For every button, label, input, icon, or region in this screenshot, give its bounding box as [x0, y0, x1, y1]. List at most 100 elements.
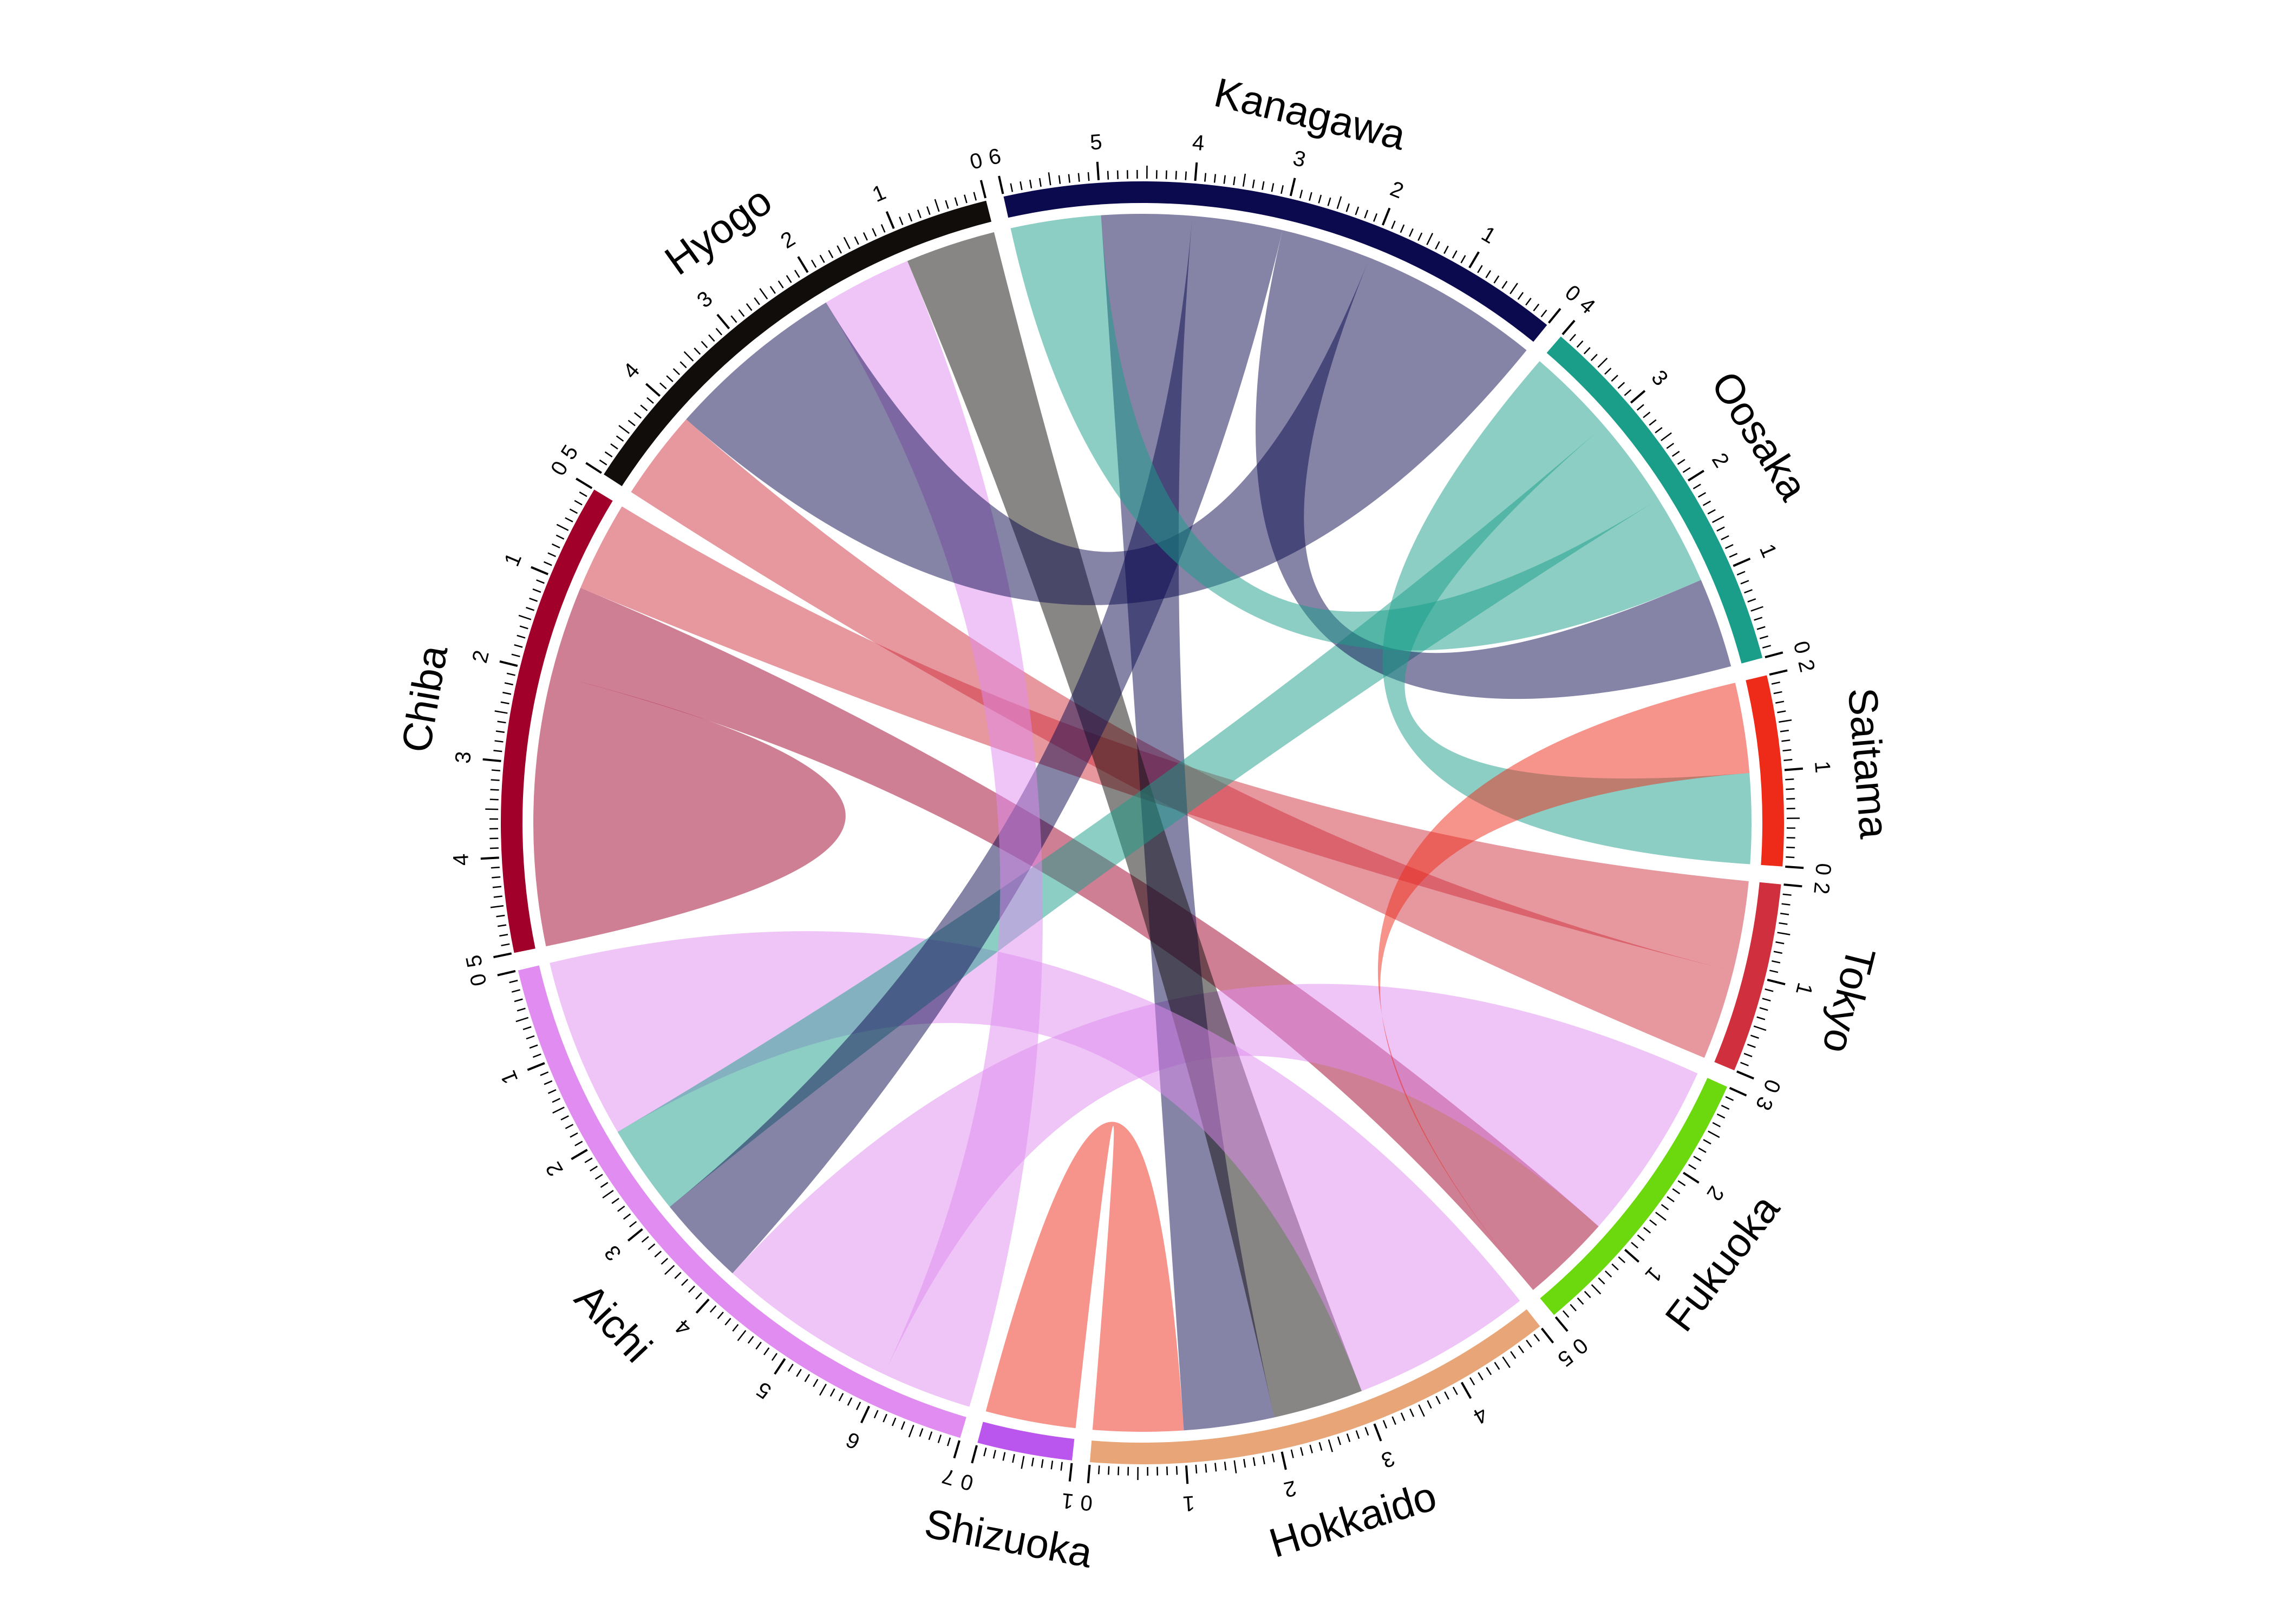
minor-tick [1577, 1297, 1584, 1305]
minor-tick [738, 309, 745, 317]
major-tick [953, 1440, 960, 1459]
minor-tick [946, 1437, 951, 1446]
minor-tick [1562, 1310, 1570, 1318]
minor-tick [1252, 1457, 1256, 1466]
minor-tick [574, 500, 583, 506]
minor-tick [908, 213, 913, 222]
minor-tick [1427, 1400, 1432, 1409]
minor-tick [594, 1174, 603, 1180]
ribbon-oosaka-saitama [1382, 361, 1752, 865]
major-tick [1630, 390, 1646, 404]
sector-track-layer [501, 181, 1784, 1464]
tick-label-hokkaido: 3 [1378, 1446, 1398, 1472]
tick-label-hokkaido: 5 [1553, 1345, 1578, 1371]
minor-tick [485, 808, 499, 810]
minor-tick [829, 1388, 835, 1397]
minor-tick [602, 1190, 614, 1199]
minor-tick [695, 1292, 702, 1300]
tick-label-tokyo: 2 [1809, 881, 1834, 895]
minor-tick [565, 1124, 574, 1129]
minor-tick [492, 876, 501, 879]
minor-tick [1740, 580, 1749, 585]
minor-tick [1077, 173, 1080, 182]
minor-tick [1443, 245, 1449, 254]
sector-track-hyogo [604, 200, 992, 487]
tick-label-oosaka: 0 [1789, 639, 1815, 657]
minor-tick [494, 710, 508, 714]
tick-label-shizuoka: 1 [1060, 1488, 1075, 1513]
minor-tick [1327, 197, 1331, 206]
sector-track-oosaka [1546, 336, 1763, 664]
minor-tick [497, 721, 506, 724]
minor-tick [813, 1379, 819, 1387]
tick-label-fukuoka: 3 [1751, 1093, 1778, 1114]
minor-tick [900, 1421, 905, 1430]
minor-tick [1020, 181, 1023, 191]
ribbon-kanagawa-oosaka [1010, 215, 1701, 651]
minor-tick [590, 1165, 598, 1172]
major-tick [499, 660, 518, 667]
minor-tick [1775, 941, 1785, 945]
major-tick [571, 1149, 588, 1160]
major-tick [971, 1445, 978, 1464]
minor-tick [1773, 951, 1782, 954]
minor-tick [1637, 1234, 1645, 1241]
major-tick [1784, 767, 1803, 771]
minor-tick [1409, 1408, 1415, 1417]
minor-tick [1400, 224, 1405, 233]
minor-tick [646, 397, 654, 404]
minor-tick [570, 1132, 578, 1138]
minor-tick [1655, 1212, 1667, 1221]
minor-tick [536, 579, 545, 584]
minor-tick [617, 1206, 625, 1212]
minor-tick [1702, 500, 1711, 506]
minor-tick [1759, 635, 1768, 639]
minor-tick [1777, 932, 1791, 935]
tick-label-hyogo: 1 [869, 180, 890, 207]
tick-label-chiba: 2 [468, 648, 494, 665]
minor-tick [837, 245, 842, 254]
minor-tick [1087, 172, 1090, 181]
major-tick [1280, 1451, 1287, 1470]
minor-tick [518, 614, 532, 620]
minor-tick [1729, 553, 1738, 558]
sector-label-saitama: Saitama [1839, 686, 1898, 841]
ribbon-tokyo-hyogo [631, 419, 1734, 1058]
major-tick [1733, 558, 1751, 567]
minor-tick [1570, 1304, 1577, 1312]
major-tick [1460, 1381, 1472, 1399]
minor-tick [1721, 1104, 1730, 1110]
minor-tick [1762, 645, 1772, 649]
tick-label-fukuoka: 1 [1641, 1262, 1667, 1287]
minor-tick [1337, 1436, 1342, 1445]
minor-tick [1435, 241, 1440, 250]
minor-tick [556, 534, 565, 540]
major-tick [1373, 1423, 1382, 1442]
minor-tick [1781, 903, 1791, 906]
minor-tick [544, 561, 552, 566]
tick-label-saitama: 0 [1811, 862, 1835, 876]
minor-tick [1280, 185, 1284, 194]
minor-tick [1667, 1196, 1675, 1203]
minor-tick [547, 1089, 557, 1094]
major-tick [1767, 978, 1786, 986]
minor-tick [499, 934, 508, 937]
minor-tick [1677, 1180, 1686, 1187]
minor-tick [1655, 427, 1663, 434]
major-tick [716, 313, 730, 330]
minor-tick [1477, 265, 1483, 273]
tick-label-fukuoka: 2 [1702, 1182, 1728, 1205]
minor-tick [1597, 357, 1608, 368]
minor-tick [532, 588, 541, 593]
minor-tick [517, 634, 526, 639]
minor-tick [514, 644, 523, 648]
major-tick [1624, 1249, 1640, 1263]
tick-label-aichi: 3 [600, 1241, 626, 1265]
minor-tick [1661, 432, 1672, 441]
minor-tick [1707, 509, 1716, 515]
minor-tick [1769, 970, 1779, 973]
minor-tick [1740, 1062, 1749, 1066]
minor-tick [1400, 1412, 1406, 1421]
major-tick [1468, 251, 1480, 269]
minor-tick [648, 1243, 656, 1250]
